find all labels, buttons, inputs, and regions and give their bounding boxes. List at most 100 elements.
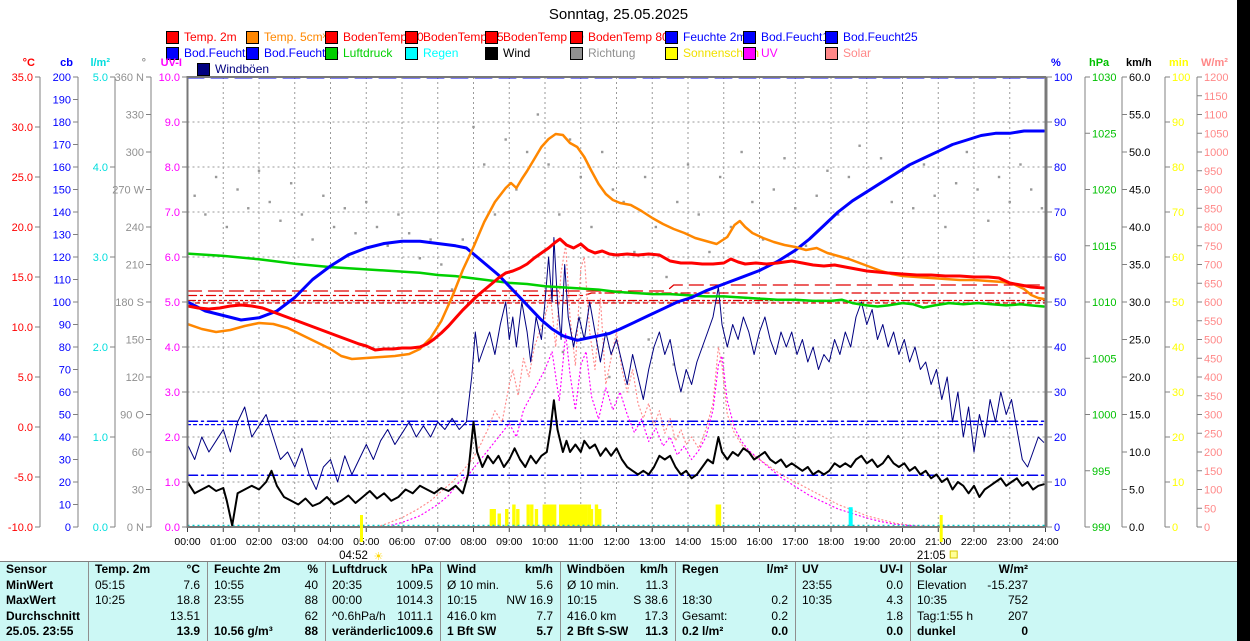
table-header-label: UV bbox=[802, 562, 819, 576]
page-title: Sonntag, 25.05.2025 bbox=[548, 6, 689, 23]
series-bodentemp-25 bbox=[187, 292, 1046, 297]
table-cell: 752 bbox=[1007, 593, 1028, 608]
table-cell: 7.6 bbox=[183, 577, 200, 592]
table-row: Tag:1:55 h 207 bbox=[911, 609, 1035, 625]
table-cell: 0 bbox=[1021, 624, 1028, 639]
svg-text:21:00: 21:00 bbox=[925, 536, 951, 548]
table-cell: 0.2 l/m² bbox=[682, 624, 724, 639]
series-temp-2m bbox=[187, 237, 1046, 352]
svg-text:%: % bbox=[1051, 57, 1061, 69]
table-cell: 1.8 bbox=[886, 608, 903, 623]
svg-text:2.0: 2.0 bbox=[165, 432, 180, 444]
table-header-label: Luftdruck bbox=[332, 562, 388, 576]
svg-text:5.0: 5.0 bbox=[18, 372, 33, 384]
svg-text:170: 170 bbox=[53, 140, 71, 152]
table-row: 10:25 18.8 bbox=[89, 593, 207, 609]
axis-uv-i: UV-I 10.0 9.0 8.0 7.0 6.0 5.0 4.0 3.0 2.0 1.0 0.0 bbox=[159, 57, 188, 534]
svg-text:10.0: 10.0 bbox=[12, 322, 33, 334]
svg-text:50: 50 bbox=[1054, 297, 1066, 309]
table-row: Elevation -15.237 bbox=[911, 578, 1035, 594]
sunset-time: 21:05 bbox=[917, 550, 946, 561]
svg-text:50: 50 bbox=[1172, 297, 1184, 309]
table-cell: 40 bbox=[304, 577, 318, 592]
legend-label: Feuchte 2mˣ bbox=[683, 30, 751, 44]
legend-swatch-icon bbox=[166, 47, 179, 60]
table-cell: 1009.5 bbox=[396, 577, 433, 592]
table-cell: 10:55 bbox=[214, 577, 245, 592]
svg-text:360 N: 360 N bbox=[115, 72, 144, 84]
svg-text:30: 30 bbox=[132, 485, 144, 497]
legend-item-windb-en: Windböen bbox=[197, 63, 269, 76]
legend-swatch-icon bbox=[485, 47, 498, 60]
table-row bbox=[676, 578, 795, 594]
series-temp-5cm bbox=[187, 132, 1045, 361]
table-row: 20:35 1009.5 bbox=[326, 578, 440, 594]
table-column: Sensor MinWert MaxWert Durchschnitt 25.05. 2… bbox=[0, 562, 88, 641]
table-cell: 05:15 bbox=[95, 577, 126, 592]
axis-l-m: l/m² 5.0 4.0 3.0 2.0 1.0 0.0 bbox=[90, 57, 116, 534]
svg-text:160: 160 bbox=[53, 162, 71, 174]
table-column: Luftdruck hPa 20:35 1009.5 00:00 1014.3 ^0.6hP… bbox=[325, 562, 440, 641]
svg-text:950: 950 bbox=[1204, 166, 1222, 178]
svg-text:70: 70 bbox=[1172, 207, 1184, 219]
table-header-label: Feuchte 2m bbox=[214, 562, 281, 576]
table-cell: 0.0 bbox=[886, 577, 903, 592]
table-cell: 25.05. 23:55 bbox=[6, 624, 74, 639]
x-axis: 00:00 01:00 02:00 03:00 04:00 05:00 06:00 07:00… bbox=[174, 528, 1059, 548]
table-row: Ø 10 min. 11.3 bbox=[561, 578, 675, 594]
table-cell: 23:55 bbox=[214, 593, 245, 608]
legend-item-temp-2m: Temp. 2m bbox=[166, 31, 237, 44]
legend-label: Temp. 2m bbox=[184, 30, 237, 44]
svg-text:45.0: 45.0 bbox=[1129, 185, 1150, 197]
svg-text:100: 100 bbox=[53, 297, 71, 309]
svg-text:450: 450 bbox=[1204, 353, 1222, 365]
svg-text:0.0: 0.0 bbox=[93, 522, 108, 534]
svg-text:60: 60 bbox=[132, 447, 144, 459]
svg-text:35.0: 35.0 bbox=[1129, 260, 1150, 272]
table-cell: veränderlich bbox=[332, 624, 397, 639]
svg-text:15.0: 15.0 bbox=[1129, 410, 1150, 422]
table-header-unit: l/m² bbox=[766, 562, 788, 576]
axis-w-m: W/m²120011501100105010009509008508007507… bbox=[1196, 57, 1228, 534]
table-row: 416.0 km 7.7 bbox=[441, 609, 560, 625]
table-cell: Ø 10 min. bbox=[447, 577, 500, 592]
sunset-tick bbox=[939, 515, 943, 542]
svg-text:55.0: 55.0 bbox=[1129, 110, 1150, 122]
table-row: Ø 10 min. 5.6 bbox=[441, 578, 560, 594]
svg-text:-10.0: -10.0 bbox=[8, 522, 33, 534]
table-cell: 5.6 bbox=[536, 577, 553, 592]
svg-text:1025: 1025 bbox=[1092, 128, 1116, 140]
svg-text:30: 30 bbox=[1054, 387, 1066, 399]
svg-text:°C: °C bbox=[23, 57, 35, 69]
svg-text:10.0: 10.0 bbox=[159, 72, 180, 84]
series-sonnenschein bbox=[489, 504, 722, 527]
table-row: 23:55 0.0 bbox=[796, 578, 910, 594]
table-cell: dunkel bbox=[917, 624, 956, 639]
table-cell: -15.237 bbox=[987, 577, 1028, 592]
svg-text:110: 110 bbox=[53, 275, 71, 287]
table-row: ^0.6hPa/h 1011.1 bbox=[326, 609, 440, 625]
svg-text:60: 60 bbox=[1054, 252, 1066, 264]
svg-text:1020: 1020 bbox=[1092, 185, 1116, 197]
svg-text:2.0: 2.0 bbox=[93, 342, 108, 354]
legend-label: Regen bbox=[423, 46, 459, 60]
axis-cb: cb20019018017016015014013012011010090807… bbox=[53, 57, 79, 534]
legend-swatch-icon bbox=[825, 47, 838, 60]
svg-text:hPa: hPa bbox=[1089, 57, 1110, 69]
svg-text:1000: 1000 bbox=[1204, 147, 1228, 159]
svg-text:06:00: 06:00 bbox=[389, 536, 415, 548]
table-cell: Gesamt: bbox=[682, 608, 728, 623]
svg-text:20.0: 20.0 bbox=[12, 222, 33, 234]
table-row-name: 25.05. 23:55 bbox=[0, 624, 88, 640]
plot-frame bbox=[186, 76, 1047, 528]
svg-text:l/m²: l/m² bbox=[90, 57, 110, 69]
svg-text:0: 0 bbox=[1172, 522, 1178, 534]
legend-swatch-icon bbox=[665, 31, 678, 44]
table-header-unit: °C bbox=[186, 562, 200, 576]
svg-text:00:00: 00:00 bbox=[174, 536, 200, 548]
table-header-label: Solar bbox=[917, 562, 948, 576]
svg-text:W/m²: W/m² bbox=[1201, 57, 1228, 69]
table-header-row: Wind km/h bbox=[441, 562, 560, 578]
